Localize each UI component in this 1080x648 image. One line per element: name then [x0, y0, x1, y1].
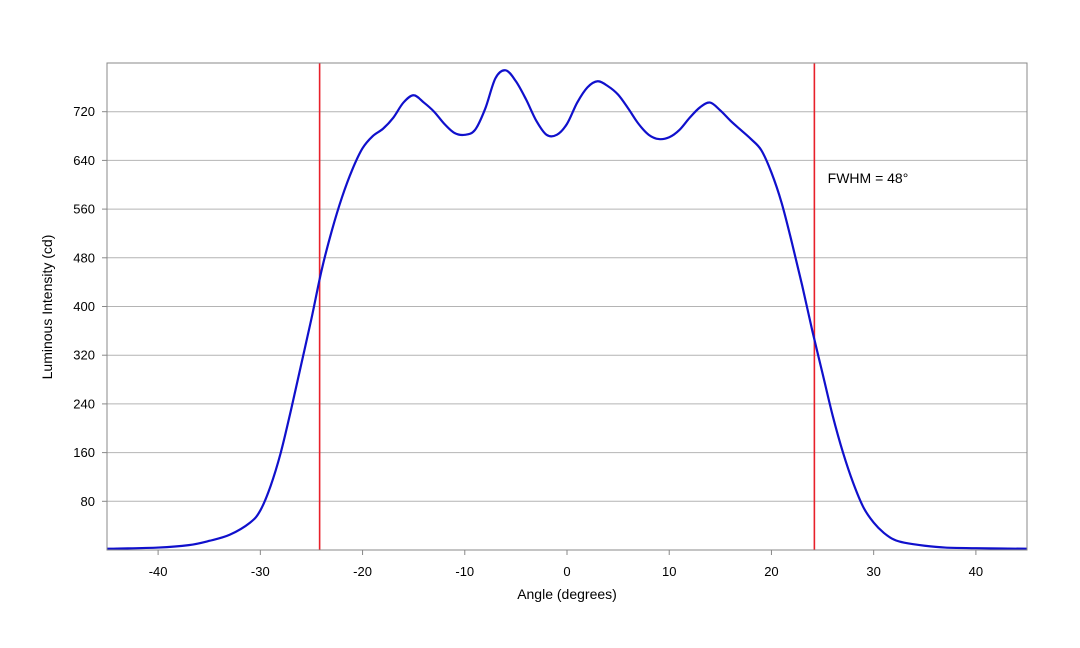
x-tick-label: -20	[353, 564, 372, 579]
y-tick-label: 80	[81, 494, 95, 509]
x-tick-label: -40	[149, 564, 168, 579]
y-tick-label: 400	[73, 299, 95, 314]
x-tick-label: -10	[455, 564, 474, 579]
x-tick-label: 0	[563, 564, 570, 579]
y-tick-label: 720	[73, 104, 95, 119]
y-tick-label: 640	[73, 153, 95, 168]
grid	[107, 111, 1027, 502]
y-axis-title: Luminous Intensity (cd)	[39, 235, 55, 380]
y-tick-label: 560	[73, 202, 95, 217]
fwhm-annotation: FWHM = 48°	[828, 170, 909, 186]
y-axis: 80 160 240 320 400 480 560 640 720	[73, 104, 107, 509]
x-axis-title: Angle (degrees)	[517, 586, 617, 602]
x-tick-label: 20	[764, 564, 778, 579]
fwhm-markers	[318, 63, 816, 550]
y-tick-label: 480	[73, 250, 95, 265]
x-tick-label: 10	[662, 564, 676, 579]
y-tick-label: 320	[73, 348, 95, 363]
series-line	[106, 69, 1028, 550]
x-tick-label: -30	[251, 564, 270, 579]
y-tick-label: 160	[73, 445, 95, 460]
x-tick-label: 30	[866, 564, 880, 579]
y-tick-label: 240	[73, 396, 95, 411]
x-axis: -40 -30 -20 -10 0 10 20 30 40	[149, 550, 983, 579]
x-tick-label: 40	[969, 564, 983, 579]
